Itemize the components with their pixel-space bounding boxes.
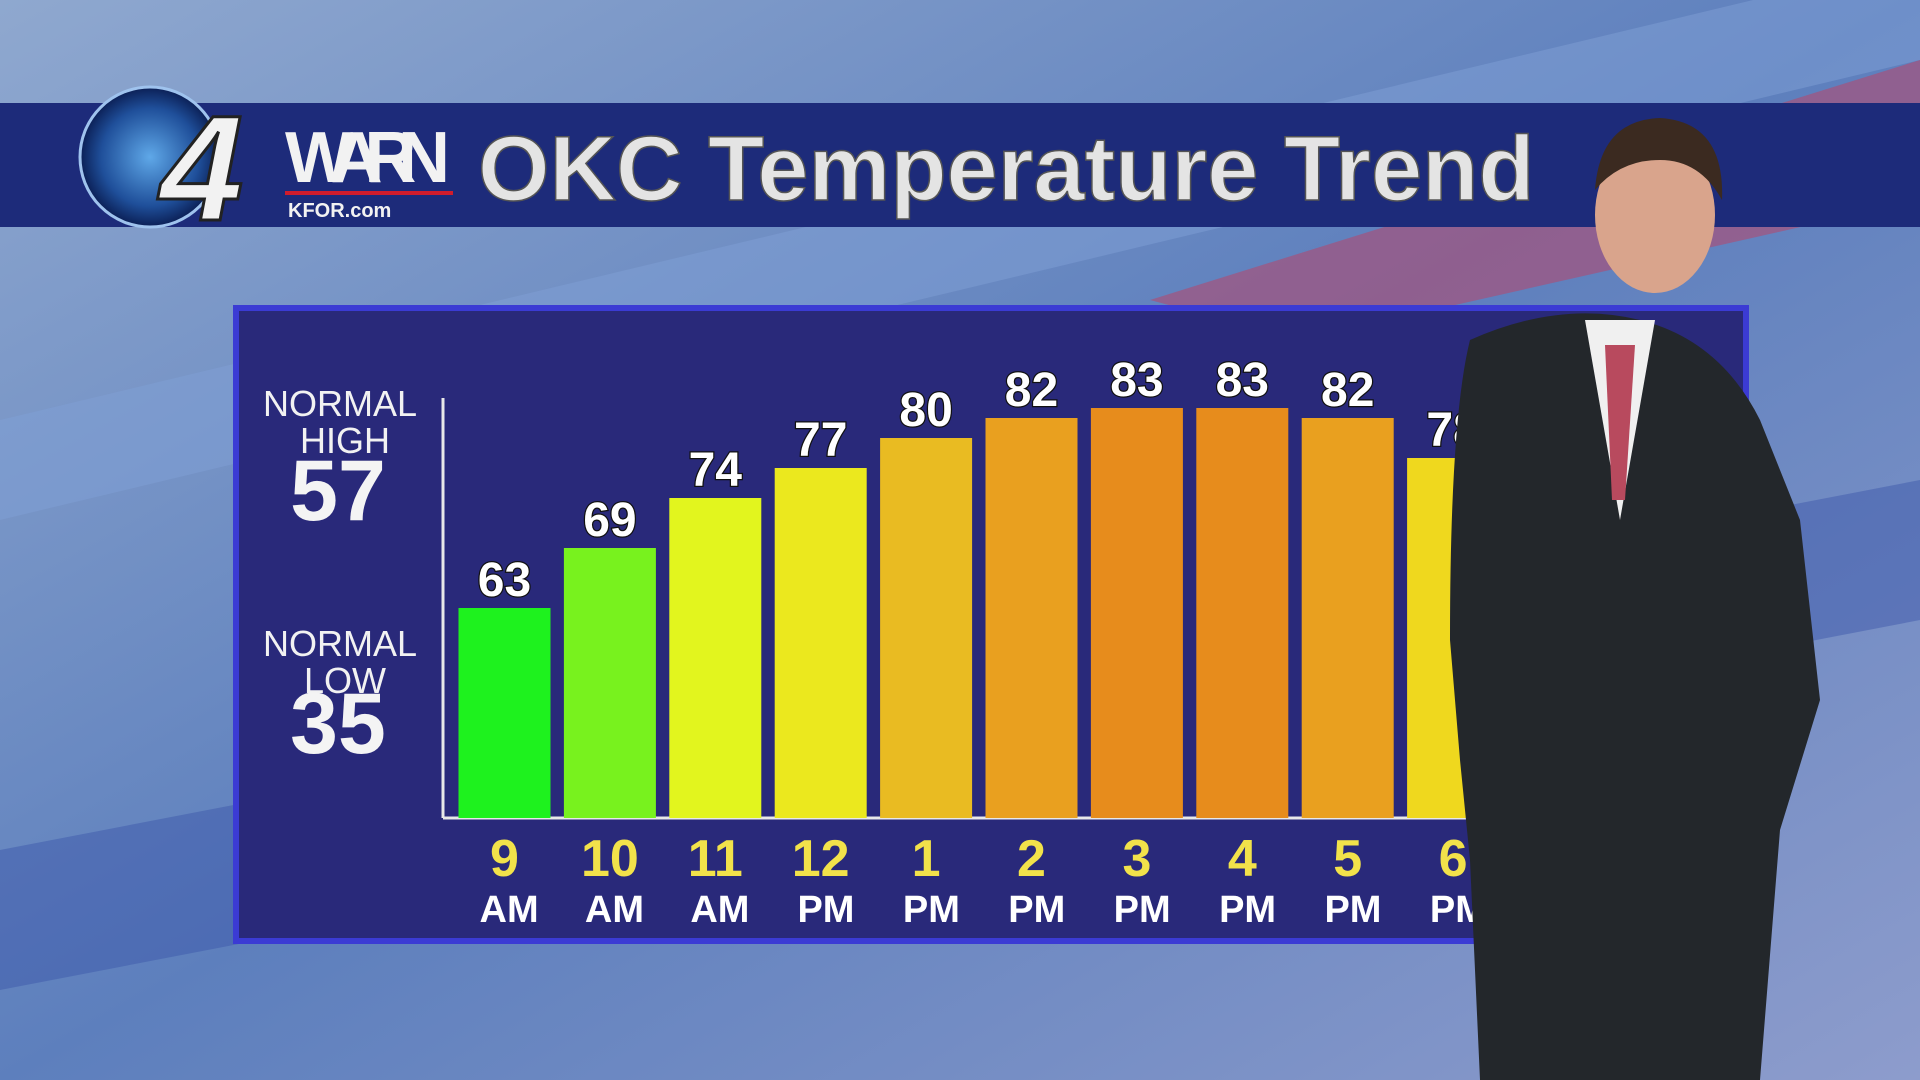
bar (774, 468, 867, 818)
logo-rule (285, 191, 453, 195)
presenter-hair (1595, 118, 1723, 200)
value-label: 80 (899, 384, 952, 437)
logo-globe (78, 85, 222, 229)
x-tick-label: 10 AM (576, 830, 644, 931)
value-label: 69 (583, 494, 636, 547)
normal-label: NORMAL LOW (263, 623, 417, 701)
bar (1196, 408, 1289, 818)
normal-label: NORMAL HIGH (263, 383, 417, 461)
bars: 63 9 AM 69 10 AM 74 11 AM 77 12 PM 80 1 PM 82 2 PM 8… (458, 353, 1500, 931)
x-tick-label: 9 AM (470, 830, 538, 931)
value-label: 82 (1321, 364, 1374, 417)
bar (985, 418, 1078, 818)
bar (1301, 418, 1394, 818)
x-tick-label: 2 PM (998, 830, 1066, 931)
value-label: 83 (1216, 354, 1269, 407)
value-label: 63 (478, 554, 531, 607)
value-label: 83 (1110, 354, 1163, 407)
x-tick-label: 3 PM (1103, 830, 1171, 931)
presenter-suit (1450, 313, 1820, 1080)
value-label: 82 (1005, 364, 1058, 417)
x-tick-label: 1 PM (892, 830, 960, 931)
logo-number: 4 (157, 84, 243, 252)
x-tick-label: 4 PM (1209, 830, 1277, 931)
chart-title: OKC Temperature Trend (478, 118, 1535, 220)
bar (1090, 408, 1183, 818)
normal-value: 57 (290, 443, 386, 539)
x-tick-label: 5 PM (1314, 830, 1382, 931)
bar (880, 438, 973, 818)
normal-value: 35 (290, 676, 386, 772)
presenter (1450, 118, 1820, 1080)
presenter-head (1595, 137, 1715, 293)
bar (669, 498, 762, 818)
presenter-tie (1605, 345, 1635, 500)
bar (563, 548, 656, 818)
value-label: 74 (689, 444, 743, 497)
x-tick-label: 12 PM (787, 830, 855, 931)
x-tick-label: 11 AM (681, 830, 749, 931)
logo-site: KFOR.com (288, 200, 391, 222)
bar (458, 608, 551, 818)
value-label: 77 (794, 414, 847, 467)
logo-name: WARN (285, 118, 450, 198)
